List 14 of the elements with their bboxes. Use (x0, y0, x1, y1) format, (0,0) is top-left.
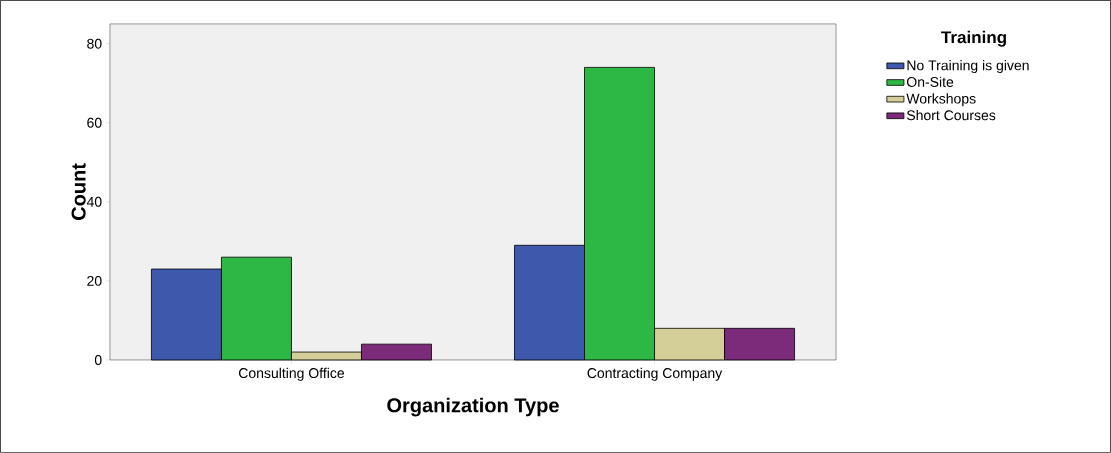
x-tick-label: Consulting Office (238, 367, 345, 381)
y-tick-label: 40 (86, 196, 102, 207)
y-tick-label: 80 (87, 38, 102, 49)
y-axis-title: Count (71, 163, 86, 221)
legend-title: Training (941, 30, 1006, 47)
y-tick-label: 20 (87, 275, 102, 286)
x-axis-title: Organization Type (387, 397, 559, 417)
legend-label: On-Site (906, 76, 954, 88)
y-tick-label: 60 (87, 117, 102, 128)
x-tick-label: Contracting Company (587, 367, 723, 381)
legend-label: Workshops (906, 93, 976, 107)
legend-label: Short Courses (906, 110, 996, 121)
y-tick-label: 0 (94, 355, 102, 365)
legend-label: No Training is given (907, 60, 1029, 74)
